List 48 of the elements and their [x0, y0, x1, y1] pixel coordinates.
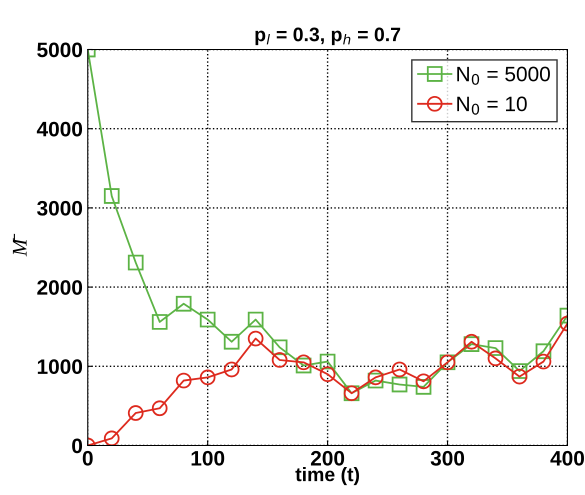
- point: [176, 296, 192, 312]
- legend-label: N$_{0}$ = 10: [457, 96, 527, 115]
- point: [320, 366, 336, 382]
- y-tick-label: 5000: [37, 42, 82, 58]
- point: [512, 363, 528, 379]
- point: [536, 354, 552, 370]
- point: [488, 350, 504, 366]
- point: [272, 339, 288, 356]
- point: [104, 430, 120, 446]
- y-tick-label: 1000: [38, 359, 82, 374]
- point: [536, 343, 552, 360]
- point: [296, 358, 312, 374]
- point: [272, 352, 288, 368]
- point: [512, 368, 528, 384]
- y-axis-title: M̄: [12, 234, 27, 256]
- point: [416, 374, 432, 390]
- x-tick-label: 400: [550, 450, 584, 466]
- y-tick-label: 0: [72, 438, 82, 454]
- point: [224, 334, 240, 350]
- x-tick-label: 100: [192, 450, 224, 466]
- point: [392, 376, 408, 392]
- point: [104, 188, 120, 204]
- y-tick-label: 3000: [37, 200, 82, 216]
- point: [248, 330, 264, 346]
- point: [152, 400, 168, 416]
- point: [200, 370, 216, 386]
- point: [128, 254, 144, 270]
- point: [392, 362, 408, 378]
- x-tick-label: 300: [430, 450, 464, 466]
- point: [152, 314, 168, 330]
- point: [200, 312, 216, 328]
- x-tick-label: 200: [310, 450, 344, 466]
- point: [248, 312, 264, 328]
- point: [128, 405, 144, 421]
- legend-label: N$_{0}$ = 5000: [457, 66, 550, 85]
- point: [296, 354, 312, 370]
- x-tick-label: 0: [82, 450, 93, 466]
- point: [368, 372, 384, 388]
- point: [320, 354, 336, 370]
- chart-title: p$_{l}$ = 0.3, p$_{h}$ = 0.7: [255, 28, 400, 46]
- y-tick-label: 2000: [37, 280, 82, 295]
- point: [488, 340, 504, 356]
- y-tick-label: 4000: [36, 122, 82, 136]
- point: [368, 370, 384, 386]
- point: [176, 372, 192, 388]
- point: [416, 379, 432, 395]
- point: [224, 362, 240, 378]
- x-axis-title: time (t): [295, 467, 360, 486]
